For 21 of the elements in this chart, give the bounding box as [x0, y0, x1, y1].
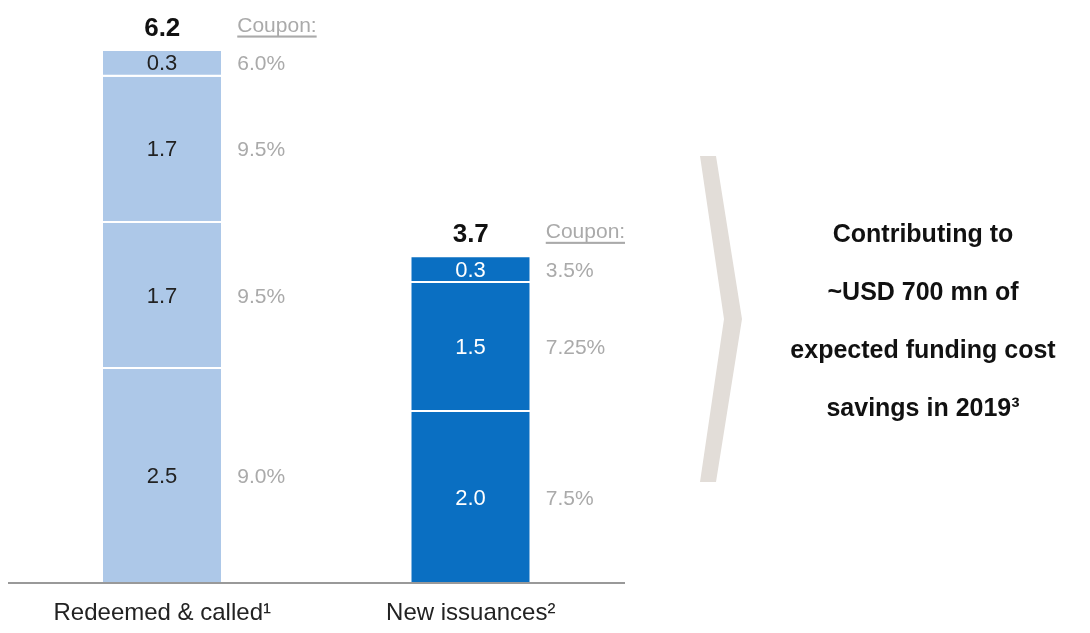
- data-label: 1.5: [455, 334, 486, 360]
- text: Coupon:: [237, 12, 317, 36]
- total-label: 3.7: [452, 218, 489, 249]
- annotation: 9.5%: [237, 137, 286, 161]
- annotation: Coupon:: [545, 218, 626, 242]
- annotation: 3.5%: [545, 257, 594, 281]
- data-label: 2.5: [146, 463, 178, 489]
- annotation: 9.0%: [237, 464, 286, 488]
- data-label: 1.7: [146, 282, 178, 308]
- annotation: 9.5%: [237, 283, 286, 307]
- data-label: 1.7: [146, 136, 178, 162]
- annotation: 7.5%: [545, 485, 594, 509]
- x-tick-label: Redeemed & called¹: [53, 598, 271, 626]
- data-label: 2.0: [455, 484, 486, 510]
- x-tick-label: New issuances²: [386, 598, 556, 626]
- annotation: 7.25%: [545, 335, 606, 359]
- data-label: 0.3: [146, 50, 178, 76]
- total-label: 6.2: [144, 12, 181, 42]
- annotation: 6.0%: [237, 51, 286, 75]
- text: Contributing to ~USD 700 mn of expected funding cost savings in 2019³: [790, 219, 1056, 421]
- data-label: 0.3: [455, 256, 486, 282]
